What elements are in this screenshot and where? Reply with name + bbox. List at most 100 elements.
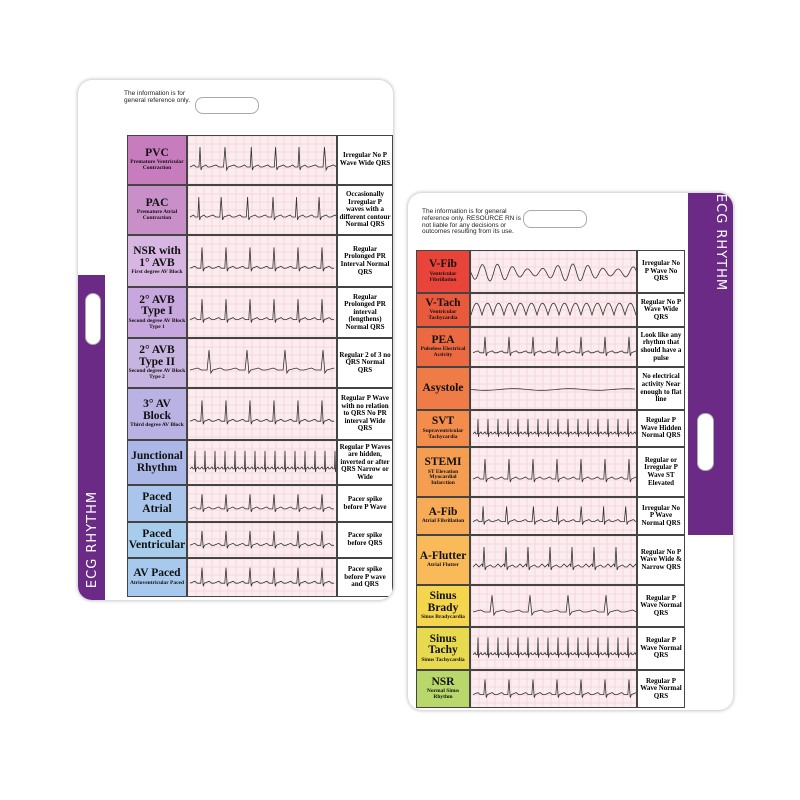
rhythm-name: NSR with 1° AVB [133, 245, 181, 269]
rhythm-name-cell: V-Fib Ventricular Fibrillation [416, 250, 470, 293]
ecg-strip [470, 367, 637, 410]
ecg-wave [189, 247, 334, 272]
rhythm-name-cell: NSR with 1° AVB First degree AV Block [127, 235, 187, 287]
ecg-wave [189, 494, 334, 513]
ecg-trace [188, 486, 336, 521]
ecg-strip [470, 535, 637, 585]
rhythm-name-cell: PVC Premature Ventricular Contraction [127, 135, 187, 185]
rhythm-name: PEA [431, 333, 455, 346]
ecg-wave [472, 336, 636, 356]
ecg-wave [471, 388, 636, 391]
ecg-strip [470, 670, 637, 708]
ecg-trace [471, 411, 636, 446]
rhythm-name-cell: 2° AVB Type I Second degree AV Block Type… [127, 287, 187, 338]
rhythm-description: Regular P Wave with no relation to QRS N… [337, 388, 393, 440]
rhythm-name: 2° AVB Type II [139, 344, 175, 368]
rhythm-name-cell: Junctional Rhythm [127, 440, 187, 485]
ecg-wave [472, 637, 636, 658]
rhythm-name: Sinus Tachy [428, 632, 458, 657]
rhythm-subtitle: Pulseless Electrical Activity [420, 346, 466, 359]
rhythm-description: Regular No P Wave Wide & Narrow QRS [637, 535, 685, 585]
ecg-trace [188, 288, 336, 337]
ecg-strip [187, 440, 337, 485]
rhythm-name: A-Fib [428, 505, 458, 518]
ecg-wave [189, 567, 334, 587]
rhythm-name-cell: STEMI ST Elevation Myocardial Infarction [416, 447, 470, 497]
ecg-wave [471, 263, 636, 282]
ecg-trace [471, 536, 636, 584]
ecg-wave [189, 450, 336, 472]
ecg-trace [471, 251, 636, 292]
rhythm-description: Pacer spike before P Wave [337, 485, 393, 522]
side-label: ECG RHYTHM [713, 193, 729, 292]
ecg-strip [470, 497, 637, 535]
rhythm-subtitle: Atrial Fibrillation [421, 518, 465, 525]
rhythm-name: Sinus Brady [427, 590, 459, 614]
ecg-strip [187, 485, 337, 522]
rhythm-subtitle: Atrioventricular Paced [129, 579, 185, 586]
ecg-trace [471, 628, 636, 669]
ecg-strip [470, 410, 637, 447]
rhythm-subtitle: Second degree AV Block Type 2 [128, 368, 186, 380]
rhythm-name: V-Fib [429, 258, 457, 271]
ecg-trace [471, 448, 636, 496]
rhythm-subtitle: First degree AV Block [131, 269, 183, 276]
rhythm-name-cell: 3° AV Block Third degree AV Block [127, 388, 187, 440]
rhythm-subtitle: Second degree AV Block Type 1 [128, 317, 186, 330]
rhythm-description: Regular Prolonged PR interval (lengthens… [337, 287, 393, 338]
side-band [688, 193, 733, 535]
rhythm-description: Regular No P Wave Wide QRS [637, 293, 685, 327]
rhythm-subtitle: Ventricular Tachycardia [428, 309, 458, 322]
rhythm-description: Regular or Irregular P Wave ST Elevated [637, 447, 685, 497]
ecg-strip [187, 558, 337, 597]
rhythm-description: Regular 2 of 3 no QRS Normal QRS [337, 338, 393, 388]
ecg-strip [187, 135, 337, 185]
lanyard-slot [523, 210, 587, 228]
rhythm-name: V-Tach [425, 296, 461, 309]
rhythm-subtitle: ST Elevation Myocardial Infarction [427, 468, 459, 487]
rhythm-name-cell: A-Flutter Atrial Flutter [416, 535, 470, 585]
rhythm-name-cell: Asystole [416, 367, 470, 410]
rhythm-name-cell: SVT Supraventricular Tachycardia [416, 410, 470, 447]
ecg-strip [187, 522, 337, 558]
ecg-wave [472, 506, 636, 525]
ecg-trace [188, 339, 336, 387]
disclaimer: The information is for general reference… [124, 90, 191, 104]
rhythm-name: NSR [431, 675, 455, 688]
ecg-strip [187, 338, 337, 388]
rhythm-name: PAC [145, 196, 169, 209]
ecg-trace [471, 368, 636, 409]
rhythm-name-cell: A-Fib Atrial Fibrillation [416, 497, 470, 535]
side-label: ECG RHYTHM [85, 490, 101, 589]
rhythm-name: PVC [145, 146, 169, 159]
rhythm-name-cell: PEA Pulseless Electrical Activity [416, 327, 470, 367]
ecg-wave [189, 400, 334, 425]
ecg-trace [188, 559, 336, 596]
ecg-trace [188, 441, 336, 484]
ecg-wave [472, 679, 636, 698]
rhythm-name: 2° AVB Type I [139, 293, 175, 318]
ecg-trace [188, 389, 336, 439]
ecg-wave [189, 530, 334, 549]
rhythm-name: A-Flutter [419, 549, 467, 562]
ecg-wave [472, 595, 636, 617]
rhythm-description: Regular P Wave Normal QRS [637, 627, 685, 670]
rhythm-name-cell: PAC Premature Atrial Contraction [127, 185, 187, 235]
ecg-wave [189, 196, 336, 221]
rhythm-name: 3° AV Block [142, 398, 172, 422]
rhythm-name: SVT [431, 415, 455, 428]
rhythm-subtitle: Normal Sinus Rhythm [426, 688, 460, 701]
rhythm-subtitle: Premature Atrial Contraction [136, 209, 178, 222]
rhythm-description: Irregular No P Wave No QRS [637, 250, 685, 293]
rhythm-subtitle: Atrial Flutter [427, 562, 459, 569]
ecg-strip [470, 585, 637, 627]
ecg-strip [187, 235, 337, 287]
ecg-trace [471, 671, 636, 707]
right-card: ECG RHYTHM The information is for genera… [408, 193, 733, 710]
rhythm-name: Paced Ventricular [128, 527, 186, 551]
rhythm-name-cell: NSR Normal Sinus Rhythm [416, 670, 470, 708]
rhythm-name-cell: V-Tach Ventricular Tachycardia [416, 293, 470, 327]
rhythm-subtitle: Premature Ventricular Contraction [130, 159, 184, 172]
rhythm-description: Regular P Waves are hidden, inverted or … [337, 440, 393, 485]
rhythm-name: AV Paced [133, 567, 181, 580]
